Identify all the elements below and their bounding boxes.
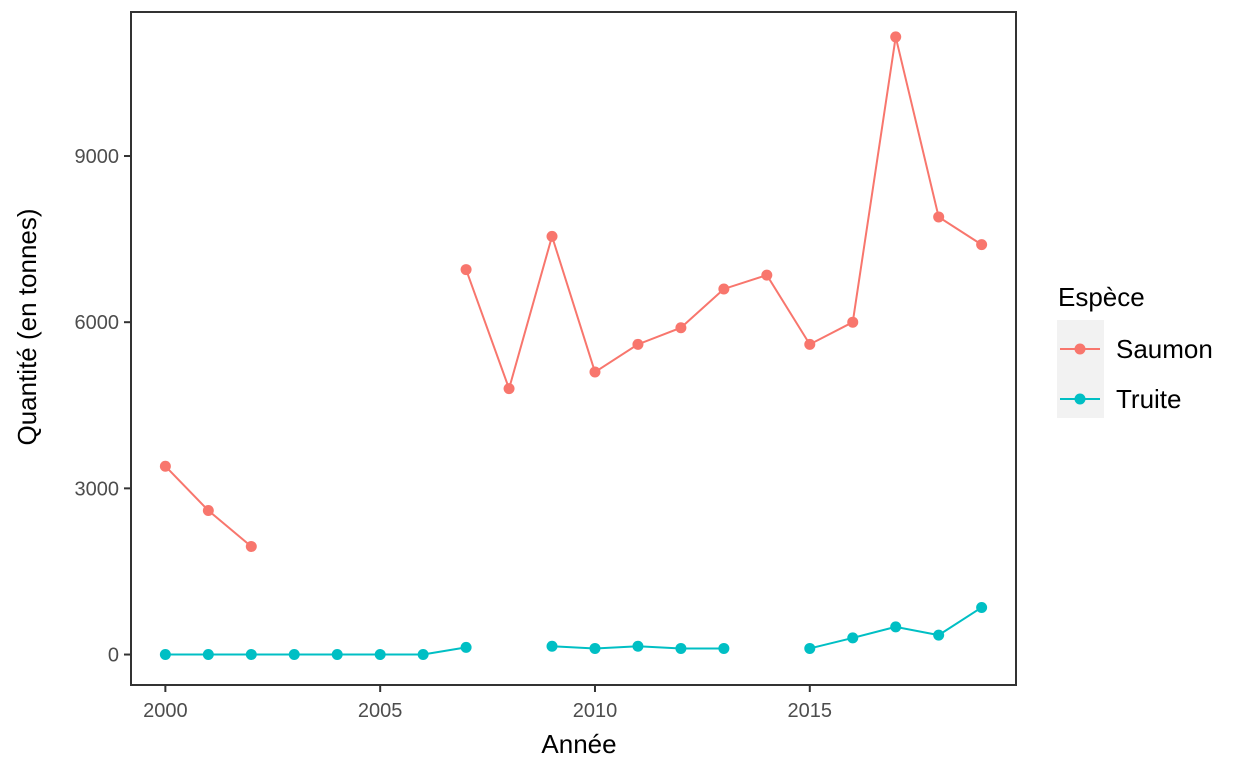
x-tick-label: 2010 <box>573 700 618 722</box>
data-point-truite <box>245 649 257 661</box>
data-point-truite <box>804 642 816 654</box>
data-point-saumon <box>503 383 515 395</box>
legend-title: Espèce <box>1058 282 1145 312</box>
data-point-saumon <box>847 316 859 328</box>
data-point-saumon <box>589 366 601 378</box>
y-tick-label: 6000 <box>75 312 120 334</box>
data-point-saumon <box>804 338 816 350</box>
data-point-saumon <box>675 322 687 334</box>
data-point-truite <box>288 649 300 661</box>
data-point-saumon <box>761 269 773 281</box>
data-point-truite <box>159 649 171 661</box>
data-point-saumon <box>890 31 902 43</box>
data-point-truite <box>675 642 687 654</box>
y-tick-label: 9000 <box>75 146 120 168</box>
data-point-truite <box>718 642 730 654</box>
y-axis: 0 3000 6000 9000 <box>75 146 131 667</box>
series-line-truite <box>165 646 467 656</box>
data-point-saumon <box>202 505 214 517</box>
series-layer <box>159 31 988 661</box>
data-point-truite <box>374 649 386 661</box>
data-point-saumon <box>159 460 171 472</box>
legend-key-point <box>1074 393 1086 405</box>
data-point-saumon <box>933 211 945 223</box>
legend-key-point <box>1074 343 1086 355</box>
y-tick-label: 0 <box>108 645 119 667</box>
series-saumon <box>159 31 988 553</box>
data-point-saumon <box>718 283 730 295</box>
data-point-saumon <box>245 541 257 553</box>
x-axis-title: Année <box>541 729 616 759</box>
data-point-truite <box>417 649 429 661</box>
legend-label: Truite <box>1116 384 1182 414</box>
x-tick-label: 2015 <box>788 700 833 722</box>
data-point-truite <box>546 640 558 652</box>
data-point-truite <box>632 640 644 652</box>
legend-items: Saumon Truite <box>1060 334 1213 414</box>
data-point-saumon <box>632 338 644 350</box>
y-tick-label: 3000 <box>75 478 120 500</box>
data-point-truite <box>933 629 945 641</box>
data-point-truite <box>589 642 601 654</box>
data-point-truite <box>847 632 859 644</box>
x-axis: 2000 2005 2010 2015 <box>143 685 832 722</box>
y-axis-title: Quantité (en tonnes) <box>12 208 42 445</box>
data-point-truite <box>460 641 472 653</box>
data-point-truite <box>202 649 214 661</box>
legend-label: Saumon <box>1116 334 1213 364</box>
data-point-truite <box>890 621 902 633</box>
legend: Espèce Saumon Truite <box>1057 282 1213 418</box>
data-point-saumon <box>546 230 558 242</box>
plot-panel <box>130 11 1017 686</box>
data-point-saumon <box>460 264 472 276</box>
data-point-saumon <box>976 239 988 251</box>
x-tick-label: 2000 <box>143 700 188 722</box>
data-point-truite <box>976 601 988 613</box>
series-truite <box>159 601 988 661</box>
data-point-truite <box>331 649 343 661</box>
x-tick-label: 2005 <box>358 700 403 722</box>
